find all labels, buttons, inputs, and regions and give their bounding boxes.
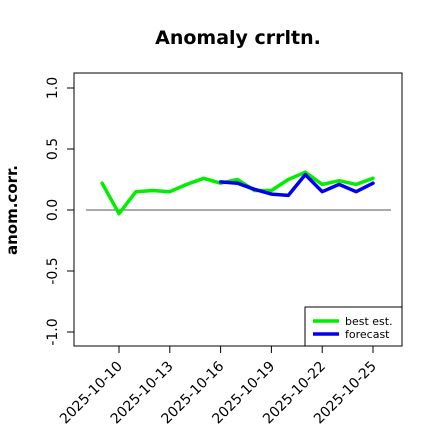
series-group <box>100 170 375 216</box>
y-tick-label: -1.0 <box>45 318 61 345</box>
chart-title: Anomaly crrltn. <box>155 27 321 49</box>
series-line-best-estimate <box>100 170 375 216</box>
y-axis: -1.0 -0.5 0.0 0.5 1.0 <box>45 77 74 346</box>
y-axis-label: anom.corr. <box>3 165 21 255</box>
series-line-forecast <box>218 172 375 198</box>
legend-box <box>304 306 403 347</box>
y-tick-label: 1.0 <box>45 77 61 99</box>
y-tick-label: 0.5 <box>45 138 61 160</box>
legend: best est.forecast <box>304 306 403 347</box>
y-tick-label: 0.0 <box>45 199 61 221</box>
legend-label: best est. <box>345 315 393 328</box>
legend-label: forecast <box>345 328 390 341</box>
y-tick-label: -0.5 <box>45 257 61 284</box>
x-axis: 2025-10-102025-10-132025-10-162025-10-19… <box>57 346 380 427</box>
